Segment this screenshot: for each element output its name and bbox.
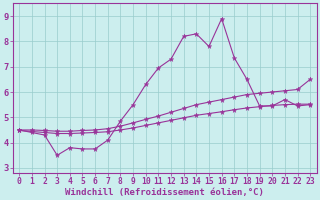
X-axis label: Windchill (Refroidissement éolien,°C): Windchill (Refroidissement éolien,°C): [65, 188, 264, 197]
